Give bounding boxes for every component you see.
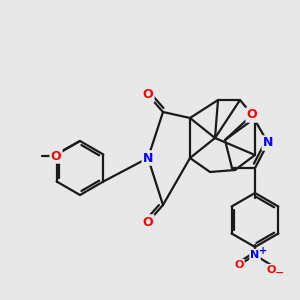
Text: N: N	[143, 152, 153, 164]
Text: O: O	[266, 265, 276, 275]
Text: O: O	[234, 260, 244, 270]
Text: O: O	[143, 88, 153, 101]
Text: N: N	[250, 250, 260, 260]
Text: +: +	[259, 246, 267, 256]
Text: O: O	[247, 109, 257, 122]
Text: N: N	[263, 136, 273, 149]
Text: −: −	[275, 268, 285, 278]
Text: O: O	[51, 149, 61, 163]
Text: O: O	[143, 215, 153, 229]
